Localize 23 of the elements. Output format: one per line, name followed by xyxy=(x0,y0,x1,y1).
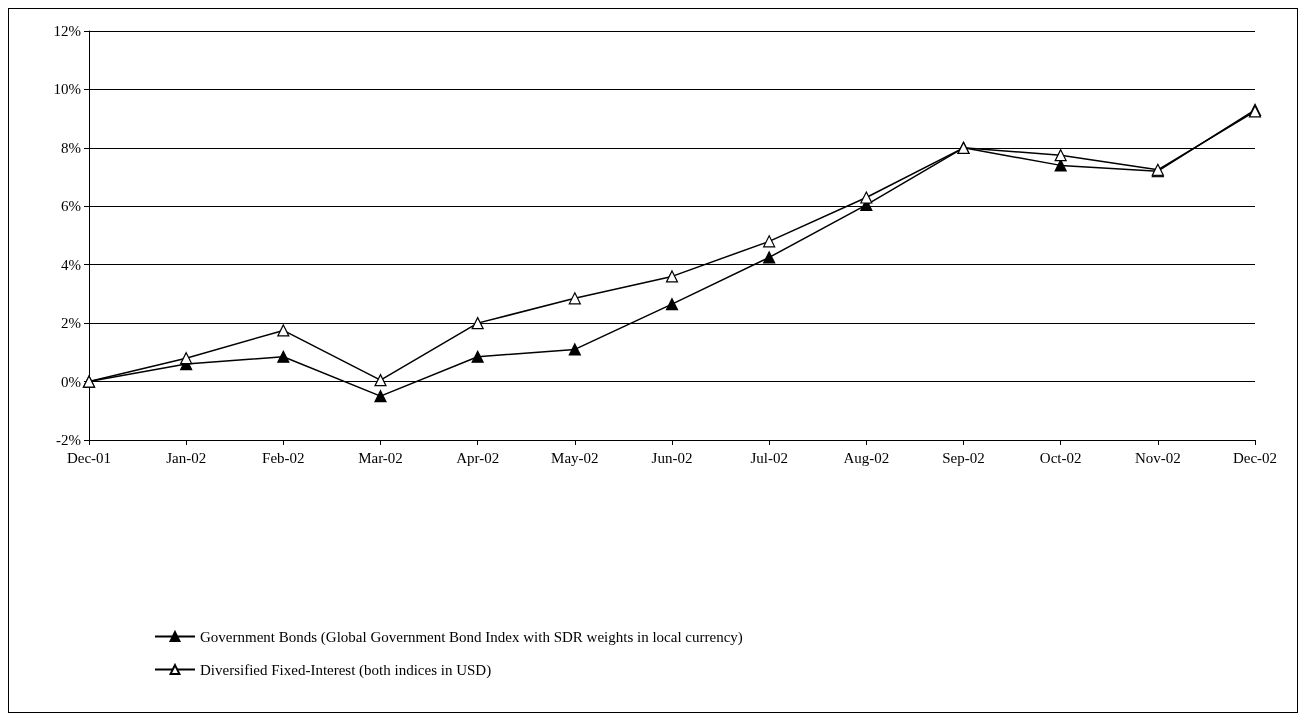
y-tick-label: 0% xyxy=(61,373,81,390)
x-tick-label: Oct-02 xyxy=(1039,449,1082,466)
legend-label: Diversified Fixed-Interest (both indices in USD) xyxy=(200,661,492,679)
x-tick-label: Jul-02 xyxy=(750,449,788,466)
x-tick-label: Aug-02 xyxy=(843,449,890,466)
x-tick-label: Dec-02 xyxy=(1232,449,1278,466)
x-tick-label: Jan-02 xyxy=(166,449,207,466)
legend-label: Government Bonds (Global Government Bond Index with SDR weights in local currency) xyxy=(200,628,743,646)
x-tick-label: Sep-02 xyxy=(942,449,985,466)
y-tick-label: 2% xyxy=(61,315,81,332)
x-tick-label: Jun-02 xyxy=(651,449,693,466)
x-tick-label: Feb-02 xyxy=(262,449,305,466)
y-tick-label: -2% xyxy=(56,432,81,448)
y-tick-label: 10% xyxy=(53,81,81,98)
x-tick-label: Dec-01 xyxy=(66,449,112,466)
x-tick-label: May-02 xyxy=(551,449,599,466)
x-tick-label: Mar-02 xyxy=(358,449,403,466)
x-tick-label: Nov-02 xyxy=(1134,449,1181,466)
x-tick-label: Apr-02 xyxy=(456,449,500,466)
y-tick-label: 8% xyxy=(61,139,81,156)
y-tick-label: 12% xyxy=(53,23,81,39)
y-tick-label: 4% xyxy=(61,256,81,273)
y-tick-label: 6% xyxy=(61,198,81,215)
